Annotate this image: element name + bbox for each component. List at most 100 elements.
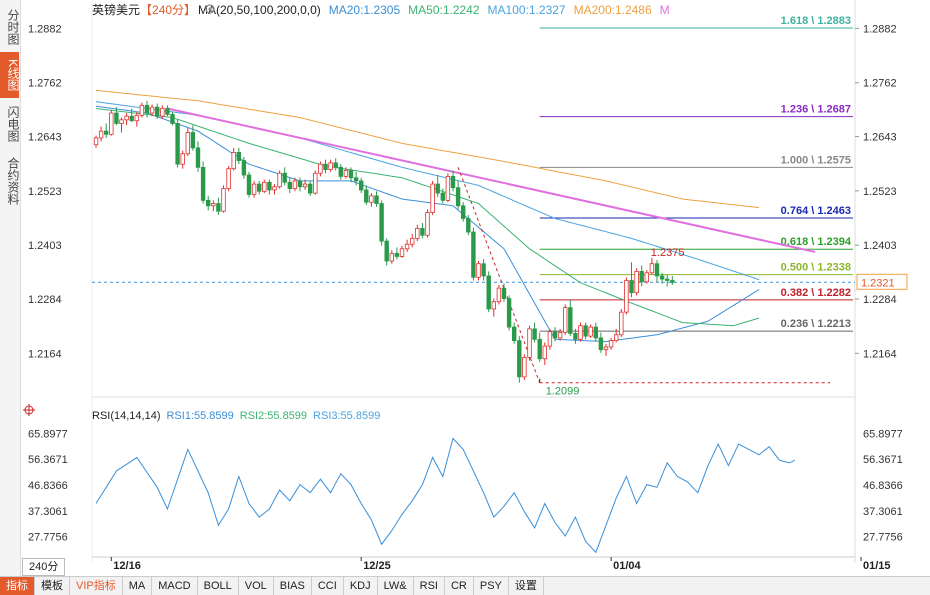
candle-body: [563, 307, 568, 333]
candle-body: [466, 218, 471, 233]
chart-canvas[interactable]: 1.618 \ 1.2883 1.236 \ 1.2687 1.000 \ 1.25…: [20, 0, 930, 576]
toolbar-item[interactable]: PSY: [474, 577, 509, 595]
candle-body: [547, 331, 553, 347]
ma-value-3: MA200:1.2486: [574, 3, 652, 17]
candle-body: [578, 325, 583, 340]
fib-label: 0.500 \ 1.2338: [781, 262, 851, 274]
toolbar-item[interactable]: BIAS: [274, 577, 312, 595]
candle-body: [216, 203, 221, 212]
rsi-legend: RSI(14,14,14) RSI1:55.8599 RSI2:55.8599 RSI…: [92, 410, 380, 422]
price-tick-right: 1.2882: [863, 23, 897, 35]
candle-body: [323, 163, 328, 170]
candle-body: [471, 231, 476, 278]
ma-line-MA200: [95, 89, 760, 209]
candle-body: [226, 168, 231, 190]
price-tick-right: 1.2403: [863, 240, 897, 252]
candle-body: [231, 152, 236, 170]
candle-body: [573, 333, 578, 340]
candle-body: [670, 280, 675, 283]
toolbar-item[interactable]: VOL: [239, 577, 274, 595]
candle-body: [629, 280, 634, 294]
price-axis: 1.2882 1.2882 1.2762 1.2762 1.2643 1.2643 1.25…: [28, 23, 897, 360]
resistance-trendline: [167, 107, 816, 253]
candle-body: [460, 205, 466, 219]
toolbar-item[interactable]: 模板: [35, 577, 70, 595]
candle-body: [654, 263, 660, 277]
price-tick-right: 1.2762: [863, 78, 897, 90]
candle-body: [440, 192, 445, 201]
tab-flash-chart[interactable]: 闪电图: [6, 105, 20, 142]
fib-label: 0.382 \ 1.2282: [781, 287, 851, 299]
toolbar-item[interactable]: KDJ: [344, 577, 378, 595]
candle-body: [262, 181, 267, 192]
ma-value-2: MA100:1.2327: [488, 3, 566, 17]
toolbar-item[interactable]: 设置: [509, 577, 544, 595]
fib-swing-line: [457, 167, 541, 383]
rsi-tick-left: 56.3671: [28, 454, 68, 466]
candle-body: [476, 263, 481, 278]
candle-body: [246, 174, 252, 195]
candle-body: [634, 271, 639, 294]
ma-line-MA20: [95, 105, 760, 343]
rsi-tick-right: 27.7756: [863, 532, 903, 544]
candle-body: [98, 130, 104, 139]
candle-body: [190, 132, 196, 149]
rsi-panel: 65.8977 65.8977 56.3671 56.3671 46.8366 46.83…: [28, 428, 903, 554]
period-selector[interactable]: 240分: [22, 558, 66, 576]
toolbar-item[interactable]: RSI: [414, 577, 445, 595]
fib-label: 0.236 \ 1.2213: [781, 318, 851, 330]
candle-body: [124, 115, 129, 121]
candle-body: [394, 252, 400, 257]
indicator-toolbar: 指标 模板 VIP指标 MA MACD BOLL VOL BIAS CCI KDJ LW& RSI CR…: [0, 576, 930, 595]
tab-contract-info[interactable]: 合约资料: [6, 157, 20, 205]
toolbar-item[interactable]: VIP指标: [70, 577, 123, 595]
candle-body: [313, 172, 318, 194]
candle-body: [420, 228, 425, 236]
toolbar-item[interactable]: 指标: [0, 577, 35, 595]
candle-body: [598, 337, 604, 351]
candle-body: [624, 280, 629, 313]
rsi-line: [95, 437, 795, 554]
crosshair-icon[interactable]: [23, 404, 35, 416]
candle-body: [583, 325, 588, 337]
tab-kline[interactable]: K线图: [0, 52, 20, 98]
fibonacci-levels: 1.618 \ 1.2883 1.236 \ 1.2687 1.000 \ 1.25…: [92, 15, 908, 384]
rsi-tick-right: 65.8977: [863, 428, 903, 440]
toolbar-item[interactable]: CR: [445, 577, 474, 595]
candle-body: [338, 166, 343, 177]
candle-body: [608, 340, 614, 348]
candle-body: [277, 172, 282, 188]
toolbar-item[interactable]: CCI: [312, 577, 344, 595]
fib-label: 0.764 \ 1.2463: [781, 205, 851, 217]
candle-body: [343, 170, 349, 177]
candle-body: [328, 162, 333, 170]
tab-timeshare[interactable]: 分时图: [6, 8, 20, 45]
settings-gear-icon[interactable]: [205, 4, 215, 14]
toolbar-item[interactable]: BOLL: [198, 577, 239, 595]
fib-label: 1.236 \ 1.2687: [781, 104, 851, 116]
candle-body: [399, 248, 405, 257]
candle-body: [379, 203, 384, 242]
price-tick-right: 1.2523: [863, 186, 897, 198]
toolbar-item[interactable]: MA: [123, 577, 153, 595]
candle-body: [496, 287, 502, 303]
rsi-tick-right: 56.3671: [863, 454, 903, 466]
candle-body: [256, 183, 262, 192]
rsi-tick-left: 65.8977: [28, 428, 68, 440]
candle-body: [211, 203, 216, 207]
price-tick-left: 1.2164: [28, 348, 62, 360]
price-grid: [91, 0, 856, 563]
rsi-tick-right: 37.3061: [863, 506, 903, 518]
candle-body: [119, 119, 124, 124]
toolbar-item[interactable]: LW&: [378, 577, 414, 595]
candle-body: [409, 237, 415, 245]
toolbar-item[interactable]: MACD: [152, 577, 198, 595]
candle-body: [619, 311, 624, 336]
candle-body: [302, 183, 308, 188]
price-tick-right: 1.2284: [863, 294, 897, 306]
candle-body: [165, 108, 170, 115]
candle-body: [517, 340, 522, 378]
current-price-label: 1.2321: [861, 277, 895, 289]
ma-line-MA50: [95, 108, 760, 327]
candle-body: [665, 278, 670, 281]
